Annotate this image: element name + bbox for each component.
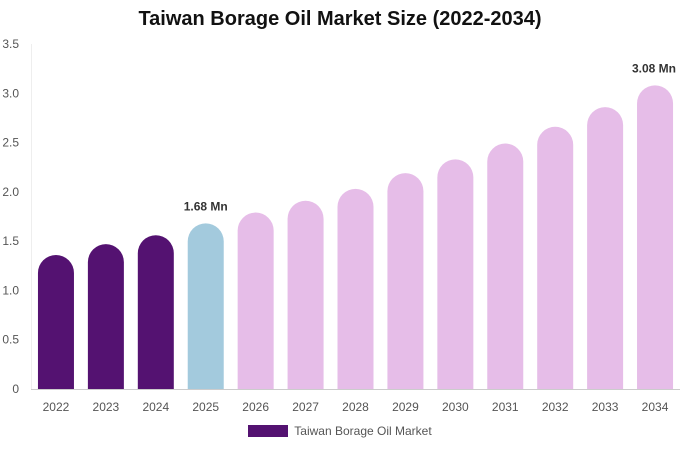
x-tick-label: 2031	[492, 400, 519, 414]
bar-2031[interactable]	[487, 143, 524, 389]
bar-2027[interactable]	[287, 200, 324, 389]
bar-2028[interactable]	[337, 188, 374, 389]
chart-title: Taiwan Borage Oil Market Size (2022-2034…	[138, 8, 542, 30]
bar-2023[interactable]	[87, 244, 124, 389]
x-tick-label: 2027	[292, 400, 319, 414]
x-tick-label: 2032	[542, 400, 569, 414]
x-axis-ticks: 2022 2023 2024 2025 2026 2027 2028 2029 2030 2031…	[43, 400, 669, 414]
bar-2034[interactable]	[637, 85, 674, 390]
data-labels: 1.68 Mn 3.08 Mn	[184, 61, 676, 213]
y-tick-label: 2.0	[2, 185, 19, 199]
bar-2033[interactable]	[587, 107, 624, 389]
x-tick-label: 2034	[642, 400, 669, 414]
x-tick-label: 2029	[392, 400, 419, 414]
legend-label: Taiwan Borage Oil Market	[294, 424, 432, 438]
x-tick-label: 2026	[242, 400, 269, 414]
y-tick-label: 1.5	[2, 234, 19, 248]
data-label-2034: 3.08 Mn	[632, 61, 676, 75]
y-tick-label: 2.5	[2, 136, 19, 150]
x-tick-label: 2023	[93, 400, 120, 414]
x-tick-label: 2030	[442, 400, 469, 414]
bars	[37, 85, 674, 390]
bar-2030[interactable]	[437, 159, 474, 389]
bar-2025[interactable]	[187, 223, 224, 389]
x-tick-label: 2028	[342, 400, 369, 414]
x-tick-label: 2033	[592, 400, 619, 414]
bar-2032[interactable]	[537, 126, 574, 389]
y-tick-label: 1.0	[2, 283, 19, 297]
y-tick-label: 3.5	[2, 37, 19, 51]
y-tick-label: 0	[12, 382, 19, 396]
y-tick-label: 0.5	[2, 333, 19, 347]
x-tick-label: 2022	[43, 400, 70, 414]
x-tick-label: 2025	[192, 400, 219, 414]
x-tick-label: 2024	[142, 400, 169, 414]
bar-2024[interactable]	[137, 235, 174, 389]
legend-swatch	[248, 425, 289, 437]
bar-2026[interactable]	[237, 212, 274, 389]
bar-2022[interactable]	[37, 254, 74, 389]
y-tick-label: 3.0	[2, 86, 19, 100]
y-axis-ticks: 0 0.5 1.0 1.5 2.0 2.5 3.0 3.5	[2, 37, 19, 396]
bar-2029[interactable]	[387, 173, 424, 389]
legend[interactable]: Taiwan Borage Oil Market	[0, 424, 680, 438]
data-label-2025: 1.68 Mn	[184, 199, 228, 213]
